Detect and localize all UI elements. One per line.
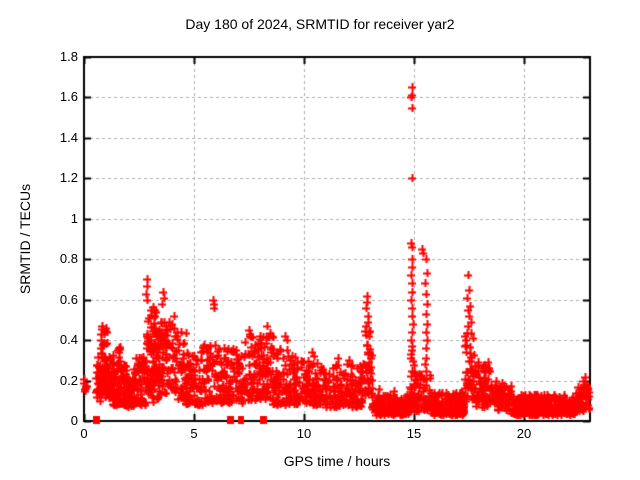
y-tick-label: 1.2 — [59, 170, 78, 186]
x-tick-label: 10 — [296, 426, 312, 441]
x-tick-label: 5 — [190, 426, 198, 441]
x-tick-label: 20 — [516, 426, 532, 441]
x-axis-label: GPS time / hours — [283, 453, 391, 469]
y-tick-label: 0 — [70, 413, 78, 428]
y-tick-label: 0.8 — [59, 251, 78, 267]
y-tick-label: 0.4 — [59, 332, 78, 348]
y-tick-label: 0.6 — [59, 291, 78, 307]
y-axis-label: SRMTID / TECUs — [17, 183, 33, 295]
y-tick-label: 1.8 — [59, 49, 78, 64]
y-tick-label: 1 — [70, 210, 78, 226]
chart-title: Day 180 of 2024, SRMTID for receiver yar… — [185, 16, 455, 32]
y-tick-label: 0.2 — [59, 372, 78, 388]
x-tick-label: 0 — [80, 426, 88, 441]
y-tick-label: 1.4 — [59, 129, 78, 145]
x-tick-label: 15 — [406, 426, 422, 441]
y-tick-label: 1.6 — [59, 89, 78, 105]
